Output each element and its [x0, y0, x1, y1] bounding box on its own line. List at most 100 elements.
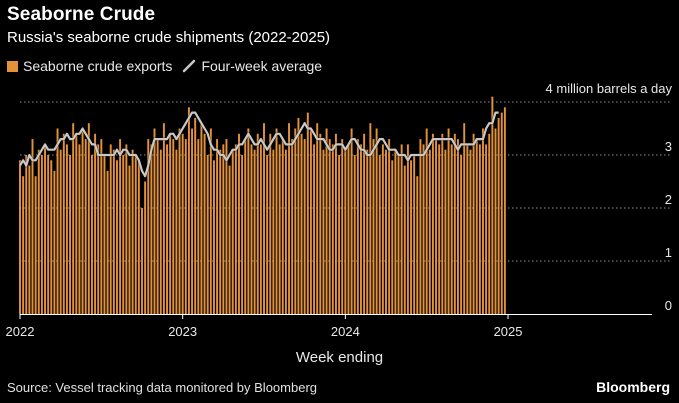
line-layer	[18, 110, 499, 178]
bar-week-33	[122, 155, 125, 314]
chart-title: Seaborne Crude	[7, 4, 156, 25]
legend-bar-swatch	[7, 60, 18, 72]
bar-week-57	[197, 139, 200, 314]
bar-week-39	[141, 208, 143, 314]
bar-week-89	[297, 117, 300, 315]
bar-week-115	[378, 155, 381, 314]
bar-week-94	[313, 144, 316, 314]
bar-week-125	[410, 160, 413, 314]
x-tick-label-2022: 2022	[6, 324, 35, 339]
bar-week-76	[256, 133, 259, 314]
bar-week-60	[206, 155, 209, 314]
bar-week-35	[128, 165, 131, 314]
bar-week-91	[303, 139, 306, 314]
bar-week-14	[62, 133, 65, 314]
bar-week-86	[288, 123, 291, 314]
bar-week-151	[491, 96, 494, 314]
bar-week-31	[116, 160, 118, 314]
bar-week-144	[469, 149, 472, 314]
bar-week-38	[137, 160, 140, 314]
bar-week-135	[441, 133, 444, 314]
bar-week-30	[112, 149, 115, 314]
bar-week-25	[97, 144, 100, 314]
bar-week-143	[466, 144, 469, 314]
legend: Seaborne crude exports Four-week average	[7, 57, 332, 75]
bar-week-29	[109, 144, 112, 314]
bar-week-27	[103, 155, 106, 314]
bar-week-83	[278, 144, 281, 314]
bar-week-148	[482, 128, 484, 314]
x-axis-label: Week ending	[295, 349, 384, 366]
bar-week-131	[428, 149, 431, 314]
bar-week-140	[456, 139, 459, 314]
bar-week-63	[216, 139, 219, 314]
axis-layer: 0 1 2 3 4 million barrels a day 2022 2023 2024 2…	[6, 81, 673, 339]
bar-week-26	[100, 139, 103, 314]
legend-line-swatch	[183, 59, 196, 73]
bar-week-103	[341, 139, 344, 314]
bar-week-155	[503, 107, 506, 314]
bar-week-113	[372, 139, 375, 314]
x-tick-label-2023: 2023	[168, 324, 197, 339]
bar-week-152	[494, 128, 497, 314]
bar-week-22	[87, 123, 90, 314]
bar-week-42	[150, 144, 153, 314]
bar-week-11	[53, 170, 56, 314]
bar-week-43	[153, 128, 156, 314]
bar-week-141	[460, 155, 463, 314]
bar-week-136	[444, 149, 447, 314]
bar-week-107	[353, 155, 356, 314]
bar-week-127	[416, 176, 419, 314]
bar-week-52	[181, 133, 184, 314]
bar-week-96	[319, 133, 322, 314]
bar-week-92	[306, 112, 309, 314]
bar-week-139	[453, 133, 456, 314]
bar-week-28	[106, 170, 109, 314]
average-line	[19, 111, 499, 178]
bar-week-36	[131, 149, 134, 314]
brand-logo: Bloomberg	[596, 379, 670, 395]
bar-week-78	[263, 123, 265, 314]
bar-week-142	[463, 123, 466, 314]
bar-week-21	[84, 139, 87, 314]
chart-subtitle: Russia's seaborne crude shipments (2022-…	[7, 29, 331, 46]
bar-week-123	[403, 165, 406, 314]
bar-week-100	[331, 144, 334, 314]
bar-week-72	[244, 139, 247, 314]
y-tick-label-1: 1	[665, 245, 672, 260]
bar-week-62	[212, 160, 215, 314]
bar-week-69	[234, 144, 237, 314]
bar-week-84	[281, 139, 284, 314]
bar-week-37	[134, 155, 137, 314]
bar-week-46	[162, 123, 165, 314]
y-tick-label-2: 2	[665, 192, 672, 207]
bar-week-118	[388, 139, 391, 314]
bar-week-122	[400, 144, 403, 314]
bar-week-117	[385, 149, 387, 314]
bar-week-68	[231, 149, 234, 314]
bar-week-128	[419, 139, 422, 314]
bar-week-90	[300, 133, 303, 314]
bar-week-145	[472, 133, 475, 314]
bar-week-114	[375, 128, 378, 314]
bar-week-4	[31, 139, 34, 314]
bar-week-137	[447, 128, 450, 314]
bar-week-20	[81, 128, 84, 314]
bar-week-116	[381, 144, 384, 314]
bar-week-50	[175, 149, 178, 314]
bar-week-6	[37, 149, 40, 314]
bar-week-7	[40, 155, 43, 314]
bar-week-18	[75, 133, 78, 314]
bar-week-2	[25, 155, 28, 314]
bar-week-121	[397, 155, 400, 314]
bar-week-95	[316, 123, 319, 314]
bar-week-51	[178, 128, 181, 314]
bar-week-74	[250, 144, 253, 314]
bar-week-88	[294, 128, 297, 314]
bar-week-99	[328, 139, 331, 314]
bar-week-101	[334, 133, 337, 314]
bar-week-129	[422, 144, 425, 314]
bar-week-111	[366, 149, 369, 314]
bar-week-97	[322, 149, 325, 314]
